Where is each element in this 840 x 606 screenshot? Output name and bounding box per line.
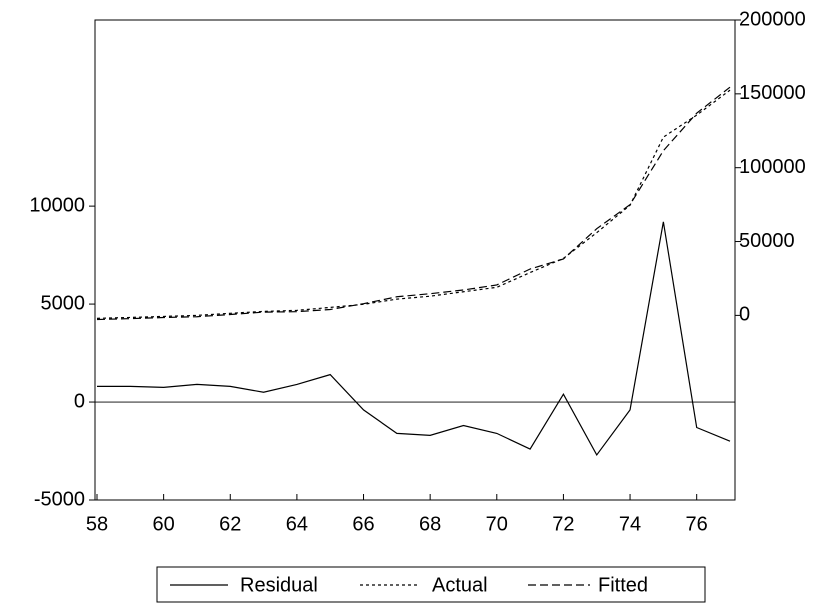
legend-label: Fitted xyxy=(598,574,648,596)
x-tick-label: 62 xyxy=(219,513,241,535)
x-tick-label: 74 xyxy=(619,513,641,535)
series-line xyxy=(96,89,731,319)
y2-tick-label: 200000 xyxy=(739,8,806,30)
y-tick-label: 0 xyxy=(74,390,85,412)
x-tick-label: 76 xyxy=(686,513,708,535)
x-tick-label: 66 xyxy=(352,513,374,535)
x-tick-label: 68 xyxy=(419,513,441,535)
legend-box xyxy=(156,566,706,603)
y-tick-label: 10000 xyxy=(29,194,85,216)
legend-label: Actual xyxy=(432,574,488,596)
legend-label: Residual xyxy=(240,574,318,596)
y-tick-label: 5000 xyxy=(41,292,86,314)
y2-tick-label: 100000 xyxy=(739,156,806,178)
series-line xyxy=(97,221,731,457)
plot-frame xyxy=(94,19,736,501)
x-tick-label: 72 xyxy=(552,513,574,535)
y2-tick-label: 150000 xyxy=(739,82,806,104)
series-line xyxy=(96,86,731,321)
y-tick-label: -5000 xyxy=(34,488,85,510)
x-tick-label: 64 xyxy=(286,513,308,535)
x-tick-label: 58 xyxy=(86,513,108,535)
x-tick-label: 70 xyxy=(486,513,508,535)
y2-tick-label: 0 xyxy=(739,304,750,326)
x-tick-label: 60 xyxy=(153,513,175,535)
y2-tick-label: 50000 xyxy=(739,230,795,252)
